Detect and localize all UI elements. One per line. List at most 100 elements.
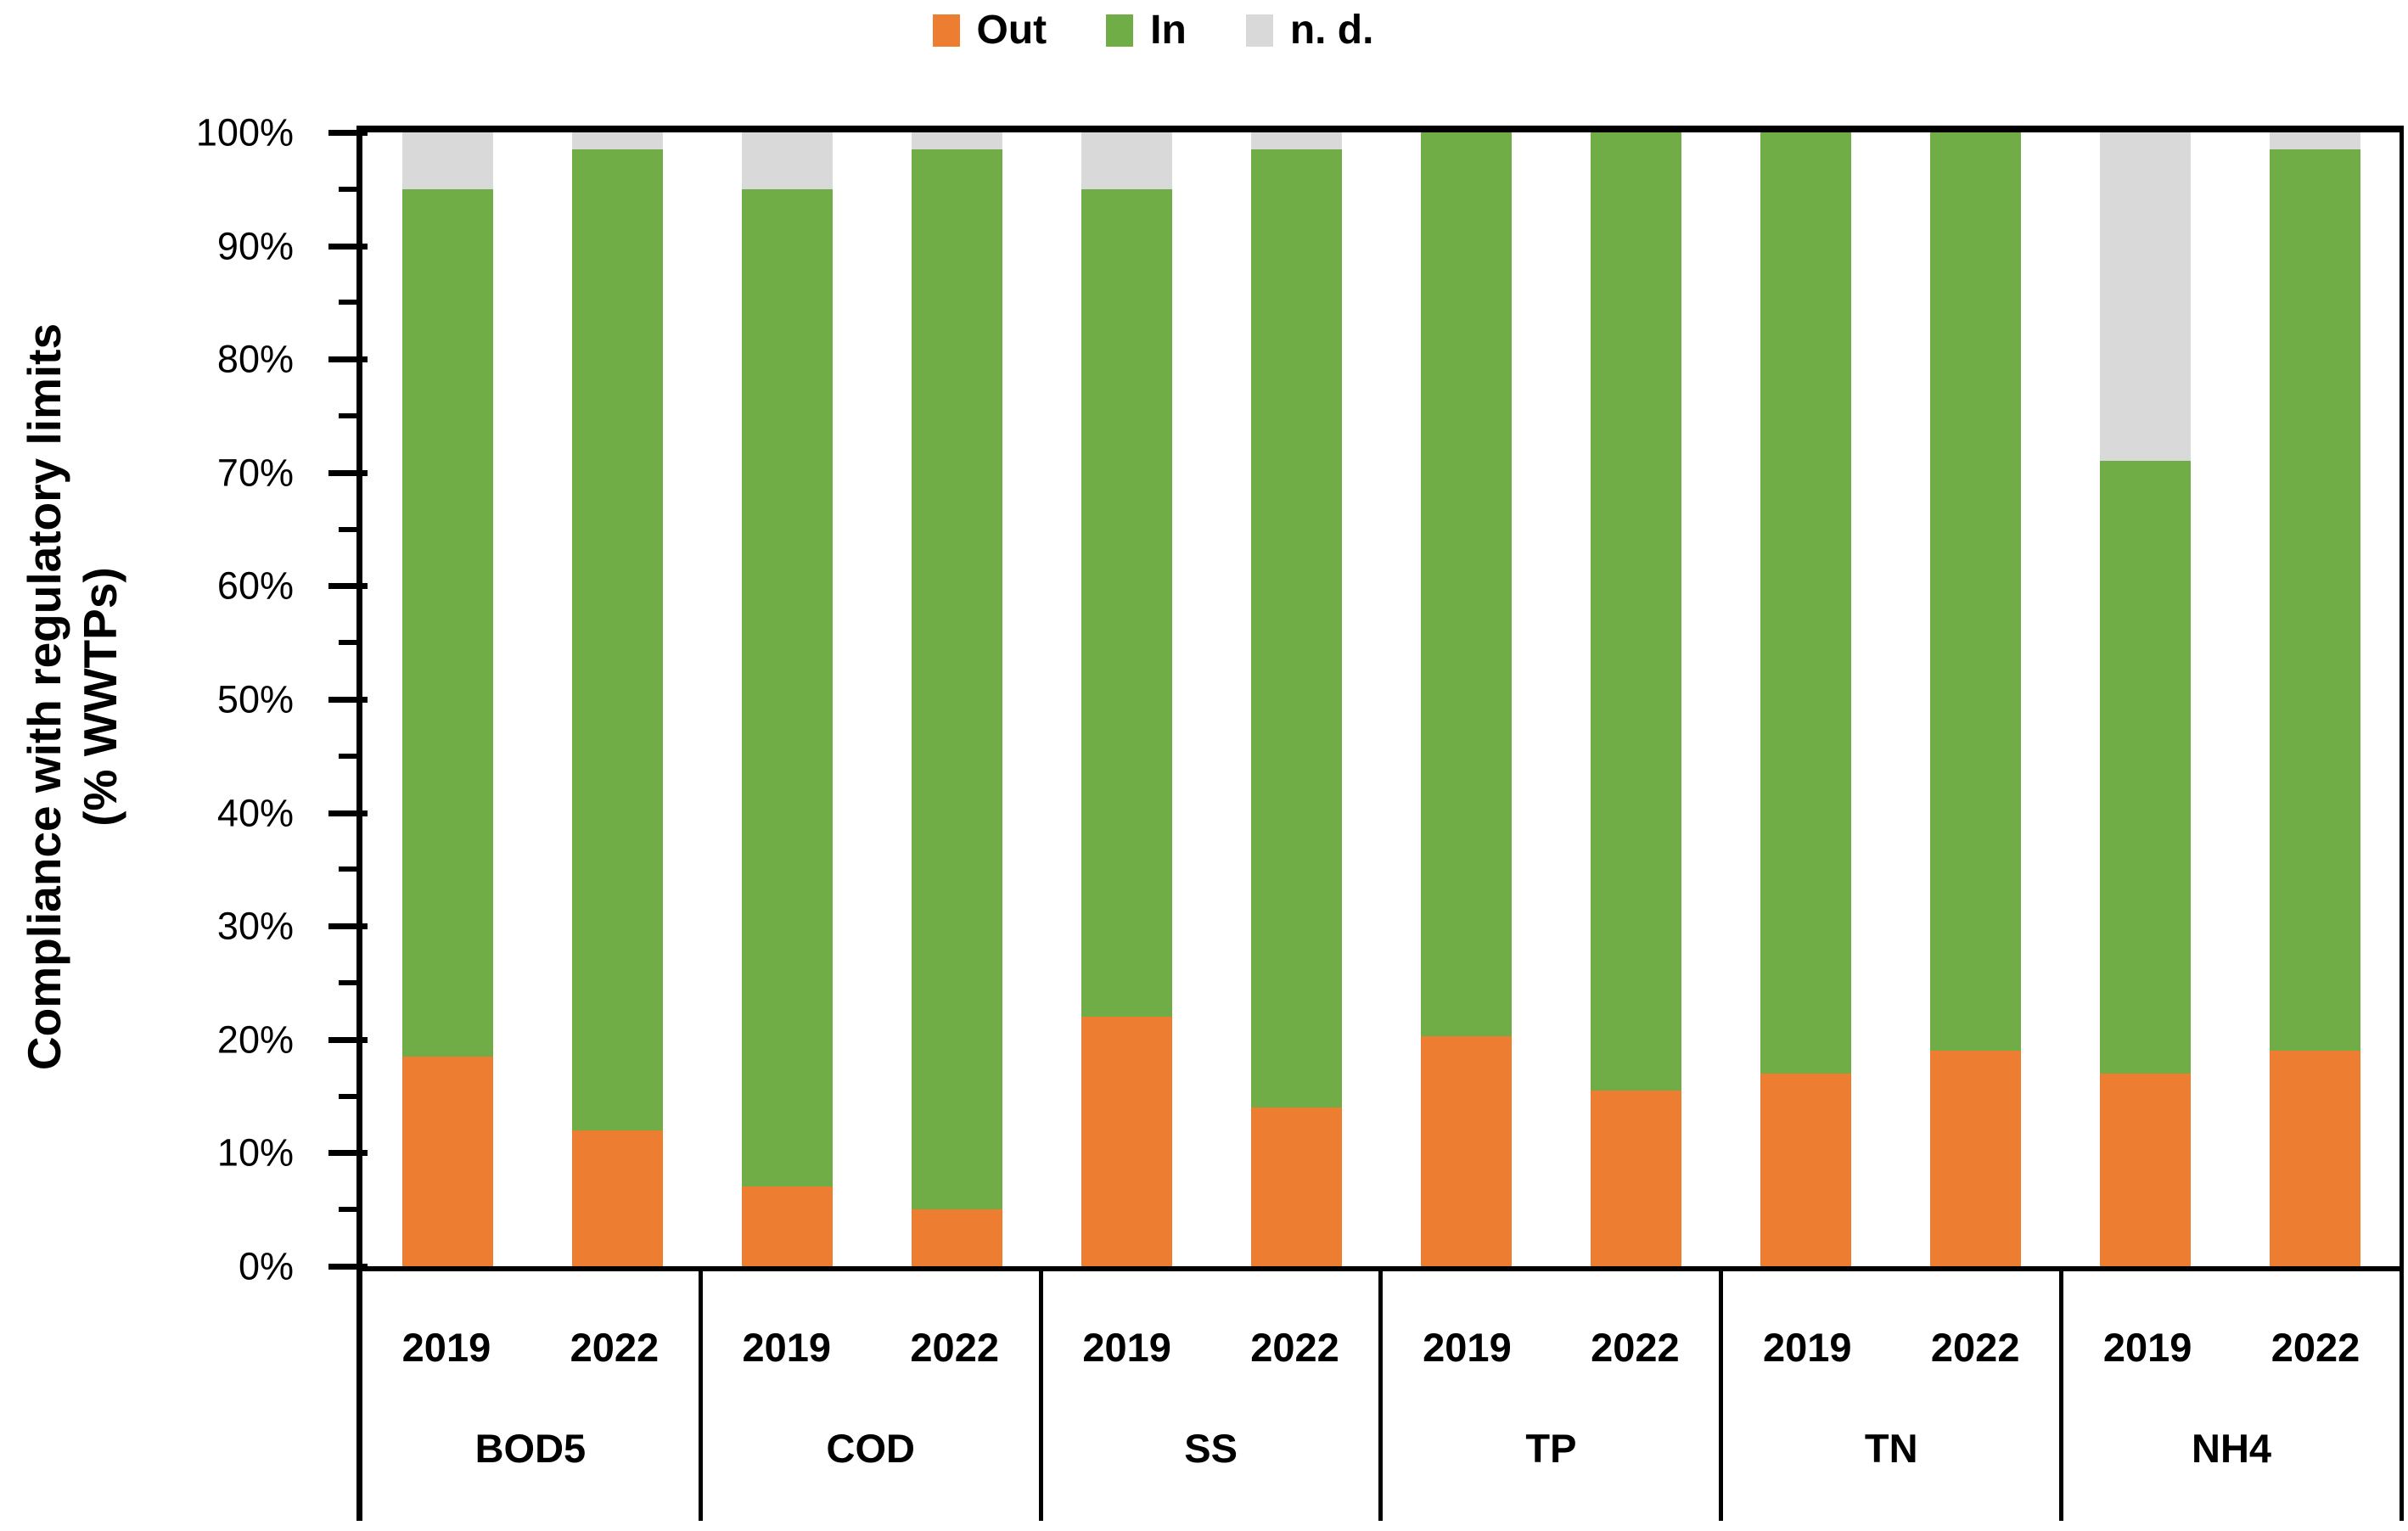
x-year-label: 2022 — [2270, 1325, 2360, 1370]
x-year-label: 2019 — [401, 1325, 491, 1370]
segment-out-COD-2019 — [741, 1186, 833, 1266]
legend-item-out: Out — [932, 10, 1047, 51]
y-tick-label: 80% — [216, 337, 294, 381]
x-category-label: TN — [1864, 1426, 1918, 1471]
minor-tick — [339, 186, 359, 192]
x-year-row: 2019 2022 — [1723, 1271, 2059, 1398]
segment-in-SS-2019 — [1081, 188, 1172, 1018]
legend-swatch-icon — [1245, 14, 1273, 47]
bar-slot — [1041, 132, 1211, 1266]
plot-area — [328, 126, 2404, 1271]
bar-COD-2022 — [911, 132, 1002, 1266]
y-tick-label: 100% — [195, 110, 294, 154]
x-year-label: 2022 — [570, 1325, 660, 1370]
x-year-label: 2019 — [1762, 1325, 1852, 1370]
segment-in-TP-2019 — [1420, 132, 1512, 1036]
segment-out-SS-2022 — [1250, 1107, 1342, 1266]
major-tick — [328, 583, 368, 590]
minor-tick — [339, 1093, 359, 1099]
segment-in-BOD5-2019 — [401, 188, 493, 1057]
bars — [362, 132, 2400, 1266]
x-year-label: 2019 — [1082, 1325, 1171, 1370]
legend-swatch-icon — [932, 14, 960, 47]
major-tick — [328, 356, 368, 363]
y-tick-label: 0% — [238, 1244, 294, 1288]
minor-tick — [339, 753, 359, 759]
segment-in-NH4-2022 — [2269, 149, 2360, 1052]
x-year-row: 2019 2022 — [2063, 1271, 2400, 1398]
segment-out-BOD5-2019 — [401, 1056, 493, 1266]
bar-slot — [1890, 132, 2060, 1266]
x-category-label: NH4 — [2192, 1426, 2272, 1471]
segment-nd-SS-2022 — [1250, 132, 1342, 150]
major-tick — [328, 810, 368, 816]
segment-nd-COD-2022 — [911, 132, 1002, 150]
bar-slot — [362, 132, 532, 1266]
bar-slot — [2230, 132, 2400, 1266]
y-axis-title: Compliance with regulatory limits (% WWT… — [0, 127, 144, 1266]
bar-NH4-2019 — [2099, 132, 2191, 1266]
x-year-label: 2019 — [2102, 1325, 2192, 1370]
x-group-SS: 2019 2022 SS — [1043, 1271, 1384, 1521]
segment-in-NH4-2019 — [2099, 461, 2191, 1074]
bar-slot — [872, 132, 1041, 1266]
x-year-label: 2022 — [910, 1325, 999, 1370]
major-tick — [328, 1264, 368, 1270]
segment-in-TN-2019 — [1760, 132, 1851, 1074]
segment-out-NH4-2019 — [2099, 1073, 2191, 1266]
bar-slot — [1211, 132, 1381, 1266]
x-year-label: 2022 — [1250, 1325, 1339, 1370]
segment-out-TP-2019 — [1420, 1035, 1512, 1266]
x-category-label: COD — [826, 1426, 915, 1471]
x-year-label: 2019 — [742, 1325, 832, 1370]
segment-nd-COD-2019 — [741, 132, 833, 189]
major-tick — [328, 469, 368, 476]
segment-out-BOD5-2022 — [571, 1130, 663, 1266]
minor-tick — [339, 640, 359, 646]
x-year-label: 2019 — [1423, 1325, 1512, 1370]
segment-in-COD-2022 — [911, 149, 1002, 1210]
legend-item-nd: n. d. — [1245, 10, 1373, 51]
segment-in-SS-2022 — [1250, 149, 1342, 1108]
bar-BOD5-2022 — [571, 132, 663, 1266]
segment-in-TP-2022 — [1590, 132, 1681, 1091]
bar-slot — [532, 132, 702, 1266]
legend-label: In — [1150, 8, 1187, 53]
segment-out-SS-2019 — [1081, 1017, 1172, 1266]
bar-slot — [702, 132, 872, 1266]
x-group-BOD5: 2019 2022 BOD5 — [356, 1271, 703, 1521]
bar-SS-2022 — [1250, 132, 1342, 1266]
y-tick-label: 20% — [216, 1018, 294, 1062]
x-year-label: 2022 — [1591, 1325, 1680, 1370]
y-tick-label: 10% — [216, 1130, 294, 1175]
segment-out-COD-2022 — [911, 1209, 1002, 1266]
x-group-TN: 2019 2022 TN — [1723, 1271, 2064, 1521]
y-tick-label: 70% — [216, 451, 294, 495]
segment-out-TN-2019 — [1760, 1073, 1851, 1266]
bar-slot — [2060, 132, 2230, 1266]
legend: Out In n. d. — [0, 10, 2408, 51]
x-category-label: TP — [1525, 1426, 1577, 1471]
x-year-row: 2019 2022 — [1043, 1271, 1379, 1398]
bar-NH4-2022 — [2269, 132, 2360, 1266]
y-tick-label: 50% — [216, 677, 294, 721]
segment-nd-BOD5-2019 — [401, 132, 493, 189]
y-axis-tick-labels: 100% 90% 80% 70% 60% 50% 40% 30% 20% 10% 0% — [144, 114, 314, 1286]
major-tick — [328, 1036, 368, 1043]
major-tick — [328, 697, 368, 703]
minor-tick — [339, 980, 359, 985]
x-group-TP: 2019 2022 TP — [1383, 1271, 1724, 1521]
segment-nd-SS-2019 — [1081, 132, 1172, 189]
minor-tick — [339, 413, 359, 418]
bar-COD-2019 — [741, 132, 833, 1266]
x-category-label: SS — [1184, 1426, 1238, 1471]
segment-out-NH4-2022 — [2269, 1051, 2360, 1266]
x-group-COD: 2019 2022 COD — [703, 1271, 1043, 1521]
major-tick — [328, 130, 368, 136]
x-year-row: 2019 2022 — [703, 1271, 1039, 1398]
bar-SS-2019 — [1081, 132, 1172, 1266]
minor-tick — [339, 866, 359, 872]
y-tick-label: 90% — [216, 224, 294, 268]
bar-slot — [1720, 132, 1890, 1266]
segment-nd-NH4-2019 — [2099, 132, 2191, 462]
